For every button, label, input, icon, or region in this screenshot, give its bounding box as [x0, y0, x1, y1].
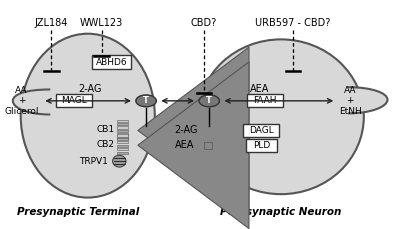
Bar — [204, 142, 212, 149]
Bar — [117, 152, 128, 154]
FancyBboxPatch shape — [56, 94, 92, 107]
Text: T: T — [206, 96, 212, 105]
Text: WWL123: WWL123 — [80, 19, 123, 28]
Text: FAAH: FAAH — [254, 96, 277, 105]
PathPatch shape — [348, 87, 388, 113]
Text: 2-AG: 2-AG — [174, 125, 198, 135]
Text: MAGL: MAGL — [61, 96, 87, 105]
Text: AA
+
EtNH: AA + EtNH — [339, 86, 361, 116]
FancyBboxPatch shape — [92, 55, 131, 69]
Ellipse shape — [21, 34, 155, 198]
Bar — [117, 126, 128, 129]
Text: URB597 - CBD?: URB597 - CBD? — [255, 19, 330, 28]
Circle shape — [136, 95, 156, 107]
Bar — [117, 133, 128, 136]
Text: 2-AG: 2-AG — [78, 84, 102, 94]
Bar — [117, 123, 128, 125]
Bar — [117, 138, 128, 140]
Text: JZL184: JZL184 — [35, 19, 68, 28]
Ellipse shape — [198, 39, 364, 194]
Bar — [117, 134, 128, 136]
Text: PLD: PLD — [253, 141, 270, 150]
Bar — [117, 141, 128, 144]
Text: DAGL: DAGL — [249, 126, 274, 135]
Bar — [204, 127, 212, 134]
Ellipse shape — [112, 155, 126, 167]
Text: Presynaptic Terminal: Presynaptic Terminal — [17, 207, 139, 217]
Text: Postsynaptic Neuron: Postsynaptic Neuron — [220, 207, 342, 217]
Text: AA
+
Glicerol: AA + Glicerol — [4, 86, 39, 116]
Bar — [117, 130, 128, 132]
FancyBboxPatch shape — [246, 139, 277, 152]
Bar — [117, 148, 128, 150]
Text: AEA: AEA — [250, 84, 269, 94]
Text: ABHD6: ABHD6 — [96, 58, 127, 67]
Text: CB2: CB2 — [97, 140, 115, 149]
Bar — [117, 120, 128, 122]
Circle shape — [199, 95, 220, 107]
Text: CBD?: CBD? — [191, 19, 217, 28]
Text: T: T — [143, 96, 149, 105]
Text: TRPV1: TRPV1 — [78, 157, 108, 166]
Bar — [117, 145, 128, 147]
Text: CB1: CB1 — [97, 125, 115, 134]
FancyBboxPatch shape — [248, 94, 283, 107]
PathPatch shape — [13, 90, 50, 114]
Text: AEA: AEA — [174, 140, 194, 150]
FancyBboxPatch shape — [243, 124, 280, 137]
Bar — [117, 137, 128, 139]
